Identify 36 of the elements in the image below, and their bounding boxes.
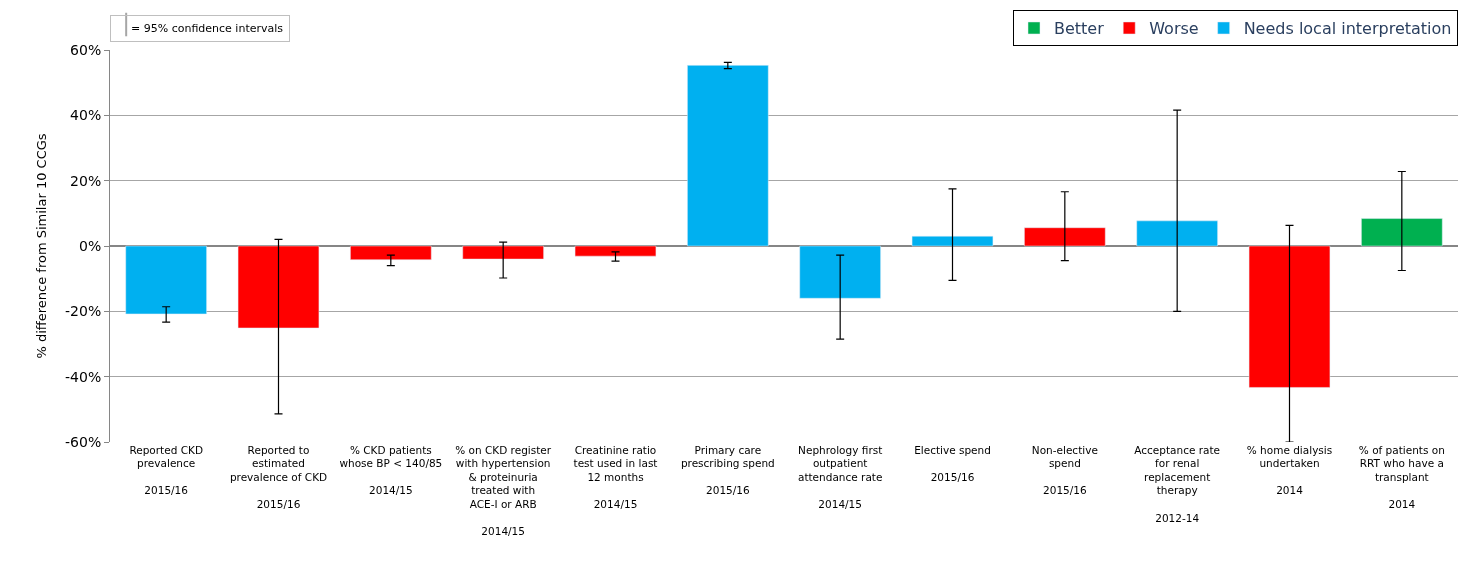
bar	[799, 245, 881, 299]
y-tick-label: 20%	[70, 172, 102, 189]
category-label: % home dialysis undertaken 2014	[1246, 443, 1333, 497]
legend-label: Better	[1054, 19, 1105, 39]
category-label: % of patients on RRT who have a transplant 2014	[1358, 443, 1445, 511]
legend-label: Needs local interpretation	[1243, 19, 1452, 39]
y-tick-label: -20%	[65, 303, 102, 320]
category-label: % on CKD register with hypertension & proteinuria treated with ACE-I or ARB 2014/15	[455, 443, 552, 538]
y-tick-label: 60%	[70, 41, 102, 58]
category-label: Elective spend 2015/16	[914, 443, 991, 483]
category-label: % CKD patients whose BP < 140/85 2014/15	[339, 443, 443, 497]
bar	[1136, 220, 1218, 247]
y-tick-label: -60%	[65, 433, 102, 450]
text: = 95% confidence intervals	[117, 22, 284, 35]
category-label: Creatinine ratio test used in last 12 months 2014/15	[573, 443, 658, 511]
category-label: Acceptance rate for renal replacement therapy 2012-14	[1134, 443, 1221, 524]
category-label: Primary care prescribing spend 2015/16	[680, 443, 775, 497]
category-label: Reported to estimated prevalence of CKD 2015/16	[229, 443, 328, 511]
category-label: Reported CKD prevalence 2015/16	[129, 443, 203, 497]
bar	[574, 245, 657, 257]
bar	[350, 245, 432, 260]
y-tick-label: -40%	[65, 368, 102, 385]
bar	[911, 235, 994, 247]
bar	[125, 245, 207, 315]
y-tick-label: 40%	[70, 107, 102, 124]
category-label: Nephrology first outpatient attendance rate 2014/15	[797, 443, 883, 511]
bar	[462, 245, 544, 260]
y-tick-label: 0%	[78, 237, 102, 254]
bar	[687, 65, 769, 247]
bar	[1248, 245, 1331, 388]
bar	[1361, 218, 1443, 247]
bar	[1024, 227, 1106, 247]
category-label: Non-elective spend 2015/16	[1031, 443, 1098, 497]
bar	[237, 245, 320, 329]
legend-label: Worse	[1149, 19, 1199, 39]
y-axis-title: % difference from Similar 10 CCGs	[33, 133, 49, 359]
